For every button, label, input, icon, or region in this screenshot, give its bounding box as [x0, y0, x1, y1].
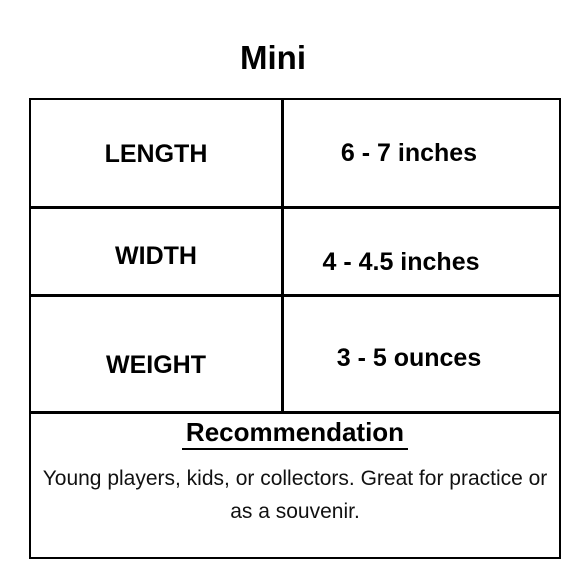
- spec-value-weight: 3 - 5 ounces: [336, 343, 482, 372]
- row-divider-1: [29, 206, 561, 209]
- row-divider-3: [29, 411, 561, 414]
- spec-label-width: WIDTH: [115, 241, 197, 270]
- recommendation-heading-text: Recommendation: [181, 416, 409, 450]
- column-divider: [281, 98, 284, 412]
- spec-label-length: LENGTH: [104, 139, 208, 168]
- recommendation-text: Young players, kids, or collectors. Grea…: [42, 467, 548, 523]
- spec-value-width: 4 - 4.5 inches: [322, 247, 480, 276]
- row-divider-2: [29, 294, 561, 297]
- spec-label-weight: WEIGHT: [106, 350, 206, 379]
- spec-value-length: 6 - 7 inches: [340, 138, 478, 167]
- spec-table: [29, 98, 561, 559]
- page-title: Mini: [240, 39, 306, 76]
- recommendation-heading: Recommendation: [0, 414, 580, 450]
